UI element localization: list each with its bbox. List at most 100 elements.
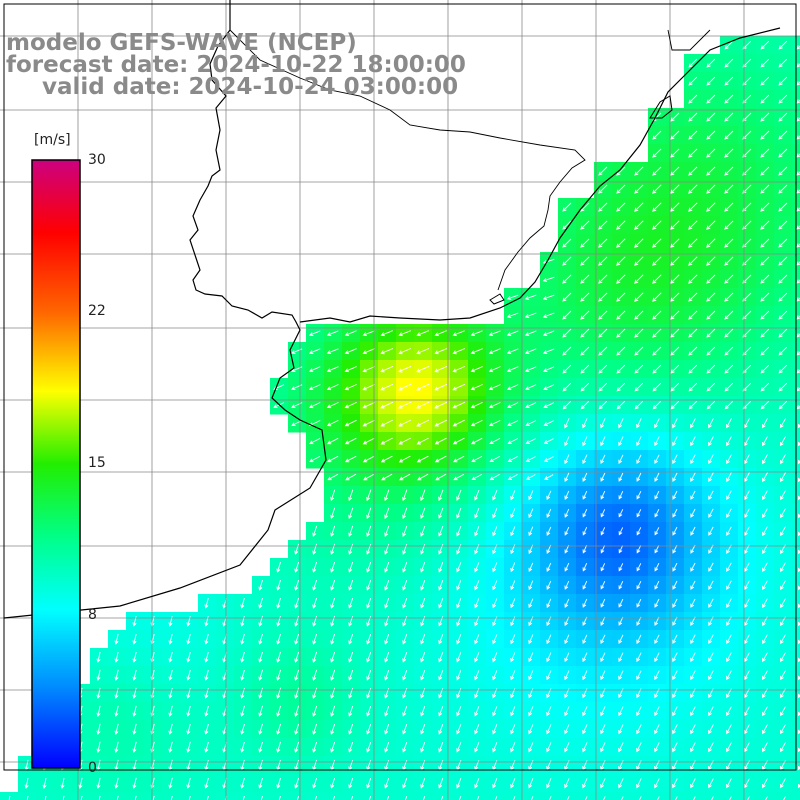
- wind-arrow: [780, 454, 786, 465]
- wind-arrow: [672, 634, 678, 645]
- wind-arrow: [492, 670, 498, 681]
- wind-arrow: [420, 652, 426, 663]
- wind-arrow: [670, 346, 680, 356]
- wind-arrow: [344, 401, 357, 409]
- wind-arrow: [688, 148, 698, 158]
- wind-arrow: [797, 675, 800, 681]
- wind-arrow: [652, 256, 662, 266]
- wind-arrow: [240, 669, 245, 681]
- wind-arrow: [780, 742, 786, 753]
- wind-arrow: [62, 795, 65, 800]
- wind-arrow: [489, 438, 501, 445]
- wind-arrow: [562, 256, 572, 266]
- wind-arrow: [294, 687, 300, 700]
- wind-arrow: [348, 723, 354, 735]
- wind-arrow: [744, 724, 750, 735]
- wind-arrow: [796, 225, 800, 230]
- wind-arrow: [598, 382, 608, 392]
- wind-arrow: [616, 292, 626, 302]
- wind-arrow: [474, 778, 480, 789]
- wind-arrow: [204, 705, 209, 717]
- wind-arrow: [546, 652, 552, 663]
- wind-arrow: [744, 454, 750, 465]
- wind-arrow: [420, 598, 426, 609]
- wind-arrow: [796, 171, 800, 176]
- wind-arrow: [546, 778, 552, 789]
- wind-arrow: [402, 742, 408, 753]
- wind-arrow: [584, 796, 588, 800]
- wind-arrow: [524, 348, 537, 354]
- wind-arrow: [384, 723, 390, 735]
- wind-arrow: [327, 473, 339, 481]
- wind-arrow: [488, 366, 501, 373]
- wind-arrow: [706, 274, 716, 284]
- wind-cell: [738, 792, 757, 800]
- wind-arrow: [542, 348, 555, 354]
- wind-arrow: [670, 202, 680, 212]
- wind-arrow: [634, 256, 644, 266]
- wind-arrow: [654, 472, 660, 482]
- wind-arrow: [726, 454, 732, 465]
- wind-arrow: [724, 166, 734, 176]
- wind-arrow: [366, 705, 372, 717]
- wind-arrow: [402, 706, 408, 717]
- wind-arrow: [672, 418, 678, 429]
- wind-arrow: [506, 366, 519, 373]
- wind-arrow: [797, 441, 800, 447]
- wind-arrow: [726, 580, 732, 591]
- wind-arrow: [384, 507, 390, 520]
- wind-arrow: [384, 741, 390, 753]
- wind-arrow: [308, 330, 321, 336]
- wind-arrow: [779, 418, 786, 429]
- wind-arrow: [294, 777, 300, 789]
- wind-arrow: [114, 777, 119, 790]
- wind-arrow: [760, 256, 770, 266]
- wind-cell: [432, 792, 451, 800]
- wind-cell: [576, 792, 595, 800]
- wind-arrow: [616, 202, 626, 212]
- wind-arrow: [510, 742, 516, 753]
- wind-arrow: [582, 418, 588, 429]
- wind-arrow: [634, 238, 644, 248]
- wind-arrow: [416, 383, 430, 391]
- wind-arrow: [152, 795, 155, 800]
- wind-arrow: [690, 778, 696, 789]
- wind-arrow: [384, 525, 390, 537]
- wind-arrow: [724, 400, 734, 410]
- wind-arrow: [636, 598, 642, 608]
- wind-arrow: [492, 526, 498, 537]
- wind-arrow: [706, 130, 716, 140]
- wind-arrow: [366, 741, 372, 753]
- wind-arrow: [744, 598, 750, 609]
- wind-arrow: [778, 184, 788, 194]
- wind-arrow: [96, 777, 101, 790]
- wind-arrow: [797, 495, 800, 501]
- wind-arrow: [308, 384, 321, 391]
- wind-arrow: [762, 598, 768, 609]
- wind-arrow: [706, 346, 716, 356]
- wind-arrow: [402, 525, 408, 537]
- wind-arrow: [778, 364, 788, 374]
- map-frame: [3, 3, 797, 771]
- wind-arrow: [708, 562, 714, 572]
- wind-arrow: [564, 544, 570, 554]
- wind-arrow: [706, 58, 716, 68]
- wind-arrow: [798, 639, 800, 645]
- wind-arrow: [489, 456, 501, 463]
- wind-arrow: [470, 384, 483, 391]
- wind-arrow: [276, 741, 281, 753]
- wind-arrow: [765, 796, 768, 800]
- wind-arrow: [598, 166, 608, 176]
- wind-arrow: [778, 166, 788, 176]
- wind-arrow: [384, 489, 390, 502]
- wind-arrow: [600, 509, 606, 518]
- wind-arrow: [384, 777, 390, 789]
- wind-arrow: [344, 437, 357, 445]
- wind-arrow: [796, 279, 800, 284]
- wind-arrow: [380, 330, 393, 337]
- wind-arrow: [96, 669, 101, 682]
- wind-arrow: [114, 741, 119, 754]
- wind-arrow: [344, 384, 357, 391]
- wind-arrow: [60, 777, 65, 790]
- wind-arrow: [114, 633, 119, 645]
